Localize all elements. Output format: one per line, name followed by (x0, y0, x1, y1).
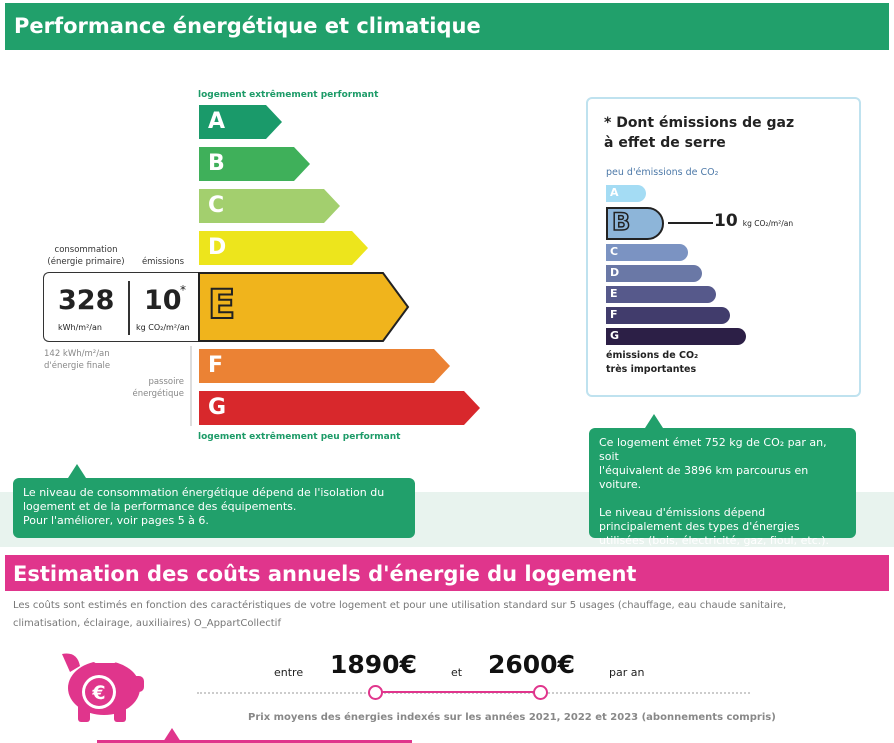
ges-bar-a: A (606, 185, 646, 202)
dpe-bar-a: A (198, 104, 284, 144)
passoire-bracket (190, 346, 192, 426)
ges-bar-c: C (606, 244, 688, 261)
svg-text:€: € (91, 682, 105, 704)
ges-bar-letter: E (610, 287, 618, 300)
ges-value-group: 10 kg CO₂/m²/an (714, 211, 793, 231)
tip-left: Le niveau de consommation énergétique dé… (13, 478, 415, 538)
ges-bar-e: E (606, 286, 716, 303)
cost-range-min-knob (368, 685, 383, 700)
cost-high: 2600€ (488, 650, 575, 679)
scale-top-caption: logement extrêmement performant (198, 90, 379, 100)
tip-left-pointer (68, 464, 86, 478)
piggy-bank-euro-icon: € (52, 648, 152, 727)
costs-description: Les coûts sont estimés en fonction des c… (13, 600, 787, 629)
ges-bar-d: D (606, 265, 702, 282)
dpe-bar-letter: C (208, 193, 225, 218)
value-divider (128, 281, 130, 335)
ges-value-unit: kg CO₂/m²/an (742, 219, 794, 228)
cost-range-max-knob (533, 685, 548, 700)
ges-value: 10 (714, 211, 738, 231)
cost-low: 1890€ (330, 650, 417, 679)
ges-bar-b: B (606, 207, 664, 240)
emissions-label: émissions (141, 257, 185, 267)
dpe-bar-d: D (198, 230, 370, 270)
ges-bar-letter: A (610, 186, 619, 199)
cost-range-track (197, 692, 750, 694)
ges-card: * Dont émissions de gaz à effet de serre… (586, 97, 861, 397)
cost-entre-label: entre (274, 666, 304, 679)
dpe-bar-letter: A (208, 109, 226, 134)
emissions-value: 10 (144, 285, 182, 316)
ges-bar-g: G (606, 328, 746, 345)
scale-bottom-caption: logement extrêmement peu performant (198, 432, 401, 442)
dpe-bar-g: G (198, 390, 482, 430)
cost-tip-bar (97, 740, 412, 743)
cost-tip-pointer (163, 728, 181, 742)
dpe-bar-letter: E (207, 281, 236, 329)
cost-price-note: Prix moyens des énergies indexés sur les… (248, 712, 776, 723)
emissions-star: * (180, 283, 186, 297)
dpe-bar-letter: D (208, 235, 227, 260)
tip-right-pointer (645, 414, 663, 428)
cost-et-label: et (451, 666, 463, 679)
ges-high-label: émissions de CO₂ très importantes (606, 350, 699, 375)
dpe-bar-e: E (198, 272, 410, 346)
cost-range-fill (375, 691, 541, 693)
ges-title: * Dont émissions de gaz à effet de serre (604, 115, 795, 151)
ges-low-label: peu d'émissions de CO₂ (606, 167, 719, 178)
ges-bar-letter: B (611, 207, 631, 237)
section-title-costs: Estimation des coûts annuels d'énergie d… (5, 555, 889, 591)
consommation-label: consommation (énergie primaire) (47, 245, 125, 267)
dpe-bar-letter: B (208, 151, 225, 176)
emissions-unit: kg CO₂/m²/an (136, 323, 190, 332)
dpe-bar-b: B (198, 146, 312, 186)
section-title-performance: Performance énergétique et climatique (5, 3, 889, 50)
energie-finale-note: 142 kWh/m²/an d'énergie finale (44, 349, 111, 371)
passoire-label: passoire énergétique (132, 377, 184, 399)
consommation-value: 328 (58, 285, 115, 316)
tip-right: Ce logement émet 752 kg de CO₂ par an, s… (589, 428, 856, 547)
ges-bar-letter: D (610, 266, 620, 279)
ges-bar-f: F (606, 307, 730, 324)
consommation-unit: kWh/m²/an (58, 323, 102, 332)
ges-bar-letter: C (610, 245, 619, 258)
dpe-bar-f: F (198, 348, 452, 388)
dpe-bar-c: C (198, 188, 342, 228)
ges-bar-letter: F (610, 308, 618, 321)
dpe-bar-letter: F (208, 353, 224, 378)
dpe-bar-letter: G (208, 395, 227, 420)
dpe-value-box: 328 kWh/m²/an 10 * kg CO₂/m²/an (43, 272, 198, 342)
ges-pointer-line (668, 222, 713, 224)
cost-par-an-label: par an (609, 666, 645, 679)
ges-bar-letter: G (610, 329, 620, 342)
